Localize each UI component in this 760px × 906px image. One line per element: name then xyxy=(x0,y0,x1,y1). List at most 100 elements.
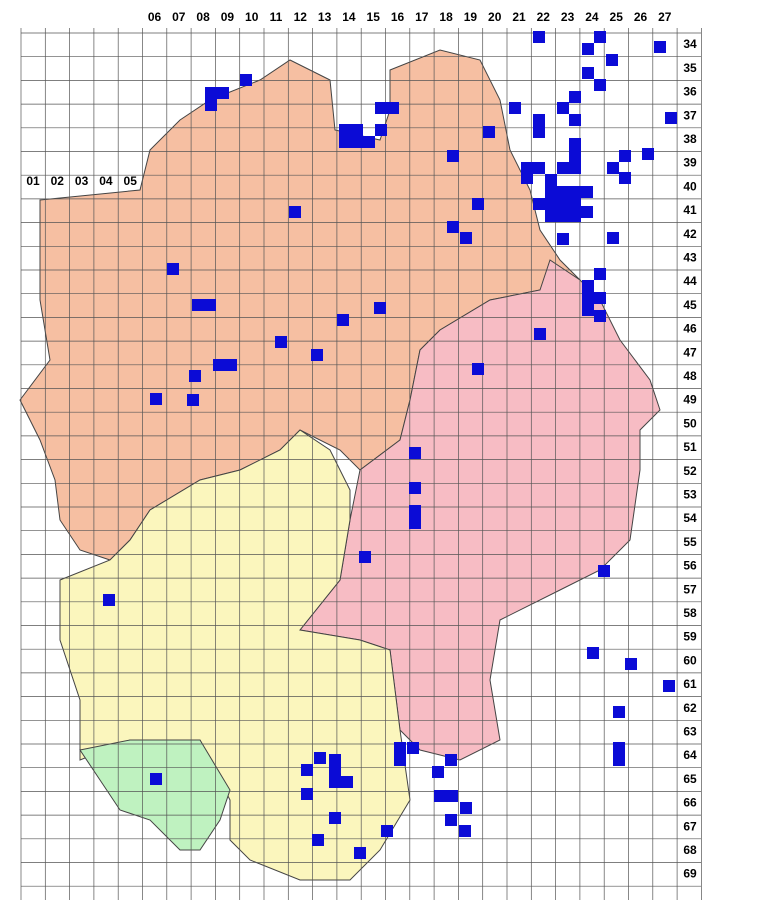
row-label: 62 xyxy=(683,701,697,715)
occurrence-square xyxy=(587,647,599,659)
occurrence-square xyxy=(582,43,594,55)
row-label: 69 xyxy=(683,867,697,881)
occurrence-square xyxy=(594,292,606,304)
occurrence-square xyxy=(375,124,387,136)
occurrence-square xyxy=(289,206,301,218)
row-label: 47 xyxy=(683,345,697,359)
occurrence-square xyxy=(301,764,313,776)
occurrence-square xyxy=(341,776,353,788)
occurrence-square xyxy=(409,505,421,517)
occurrence-square xyxy=(533,198,545,210)
column-label: 03 xyxy=(75,174,89,188)
column-label: 24 xyxy=(585,10,599,24)
occurrence-square xyxy=(192,299,204,311)
column-label: 13 xyxy=(318,10,332,24)
occurrence-square xyxy=(582,292,594,304)
occurrence-square xyxy=(150,393,162,405)
row-label: 65 xyxy=(683,772,697,786)
column-label: 15 xyxy=(367,10,381,24)
occurrence-square xyxy=(533,162,545,174)
occurrence-square xyxy=(472,363,484,375)
occurrence-square xyxy=(329,764,341,776)
row-label: 55 xyxy=(683,535,697,549)
column-label: 06 xyxy=(148,10,162,24)
occurrence-square xyxy=(533,31,545,43)
grid xyxy=(20,28,702,900)
occurrence-square xyxy=(225,359,237,371)
occurrence-square xyxy=(569,150,581,162)
occurrence-square xyxy=(407,742,419,754)
occurrence-square xyxy=(569,114,581,126)
row-label: 52 xyxy=(683,464,697,478)
occurrence-square xyxy=(167,263,179,275)
row-label: 50 xyxy=(683,416,697,430)
occurrence-square xyxy=(217,87,229,99)
occurrence-square xyxy=(607,232,619,244)
occurrence-square xyxy=(569,91,581,103)
occurrence-square xyxy=(434,790,446,802)
occurrence-square xyxy=(375,102,387,114)
occurrence-square xyxy=(394,742,406,754)
occurrence-square xyxy=(557,210,569,222)
column-label: 08 xyxy=(196,10,210,24)
row-label: 61 xyxy=(683,677,697,691)
occurrence-square xyxy=(545,198,557,210)
occurrence-square xyxy=(521,162,533,174)
column-label: 11 xyxy=(270,10,283,24)
column-label: 01 xyxy=(26,174,40,188)
column-label: 19 xyxy=(464,10,478,24)
row-label: 57 xyxy=(683,582,697,596)
occurrence-square xyxy=(594,268,606,280)
occurrence-square xyxy=(642,148,654,160)
column-label: 17 xyxy=(415,10,429,24)
occurrence-square xyxy=(569,210,581,222)
occurrence-square xyxy=(150,773,162,785)
occurrence-square xyxy=(394,754,406,766)
column-label: 18 xyxy=(439,10,453,24)
occurrence-square xyxy=(472,198,484,210)
row-label: 43 xyxy=(683,250,697,264)
occurrence-square xyxy=(581,186,593,198)
column-label: 09 xyxy=(221,10,235,24)
occurrence-square xyxy=(447,150,459,162)
occurrence-square xyxy=(557,102,569,114)
occurrence-square xyxy=(445,754,457,766)
column-label: 12 xyxy=(294,10,308,24)
occurrence-square xyxy=(582,67,594,79)
occurrence-square xyxy=(557,233,569,245)
column-label: 16 xyxy=(391,10,405,24)
row-label: 45 xyxy=(683,298,697,312)
occurrence-square xyxy=(613,706,625,718)
occurrence-square xyxy=(557,162,569,174)
row-label: 40 xyxy=(683,179,697,193)
occurrence-square xyxy=(312,834,324,846)
column-label: 05 xyxy=(124,174,138,188)
occurrence-square xyxy=(569,162,581,174)
occurrence-square xyxy=(625,658,637,670)
occurrence-square xyxy=(594,79,606,91)
occurrence-square xyxy=(606,54,618,66)
row-label: 46 xyxy=(683,322,697,336)
row-label: 56 xyxy=(683,559,697,573)
occurrence-square xyxy=(329,776,341,788)
occurrence-square xyxy=(613,754,625,766)
occurrence-square xyxy=(240,74,252,86)
column-label: 02 xyxy=(51,174,65,188)
row-label: 51 xyxy=(683,440,697,454)
occurrence-square xyxy=(339,124,351,136)
row-label: 68 xyxy=(683,843,697,857)
occurrence-square xyxy=(534,328,546,340)
column-label: 04 xyxy=(99,174,113,188)
row-label: 35 xyxy=(683,61,697,75)
occurrence-square xyxy=(329,754,341,766)
occurrence-square xyxy=(460,232,472,244)
occurrence-square xyxy=(545,210,557,222)
occurrence-square xyxy=(301,788,313,800)
row-label: 34 xyxy=(683,37,697,51)
occurrence-square xyxy=(557,198,569,210)
occurrence-square xyxy=(311,349,323,361)
column-label: 23 xyxy=(561,10,575,24)
occurrence-square xyxy=(569,138,581,150)
row-label: 59 xyxy=(683,630,697,644)
occurrence-square xyxy=(189,370,201,382)
